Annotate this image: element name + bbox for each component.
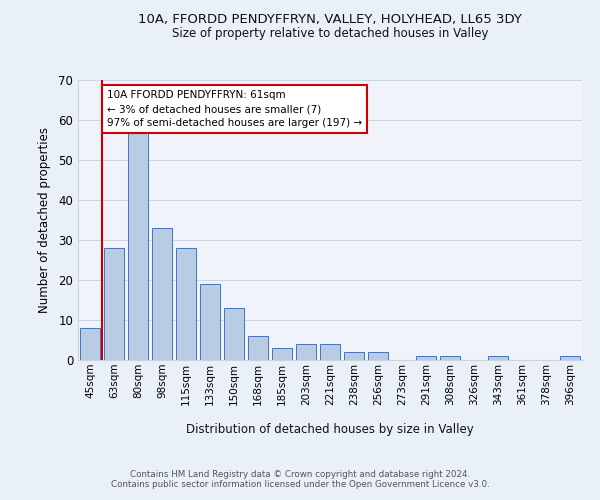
Bar bbox=[200, 284, 220, 360]
Y-axis label: Number of detached properties: Number of detached properties bbox=[38, 127, 52, 313]
Bar bbox=[440, 356, 460, 360]
Bar bbox=[344, 352, 364, 360]
Bar bbox=[416, 356, 436, 360]
Text: 10A, FFORDD PENDYFFRYN, VALLEY, HOLYHEAD, LL65 3DY: 10A, FFORDD PENDYFFRYN, VALLEY, HOLYHEAD… bbox=[138, 12, 522, 26]
Bar bbox=[488, 356, 508, 360]
Bar bbox=[248, 336, 268, 360]
Text: 10A FFORDD PENDYFFRYN: 61sqm
← 3% of detached houses are smaller (7)
97% of semi: 10A FFORDD PENDYFFRYN: 61sqm ← 3% of det… bbox=[107, 90, 362, 128]
Text: Distribution of detached houses by size in Valley: Distribution of detached houses by size … bbox=[186, 422, 474, 436]
Bar bbox=[80, 328, 100, 360]
Bar bbox=[296, 344, 316, 360]
Bar bbox=[176, 248, 196, 360]
Bar bbox=[224, 308, 244, 360]
Bar bbox=[368, 352, 388, 360]
Bar bbox=[272, 348, 292, 360]
Bar bbox=[104, 248, 124, 360]
Bar bbox=[560, 356, 580, 360]
Bar bbox=[128, 132, 148, 360]
Text: Contains public sector information licensed under the Open Government Licence v3: Contains public sector information licen… bbox=[110, 480, 490, 489]
Text: Contains HM Land Registry data © Crown copyright and database right 2024.: Contains HM Land Registry data © Crown c… bbox=[130, 470, 470, 479]
Bar bbox=[320, 344, 340, 360]
Bar bbox=[152, 228, 172, 360]
Text: Size of property relative to detached houses in Valley: Size of property relative to detached ho… bbox=[172, 28, 488, 40]
